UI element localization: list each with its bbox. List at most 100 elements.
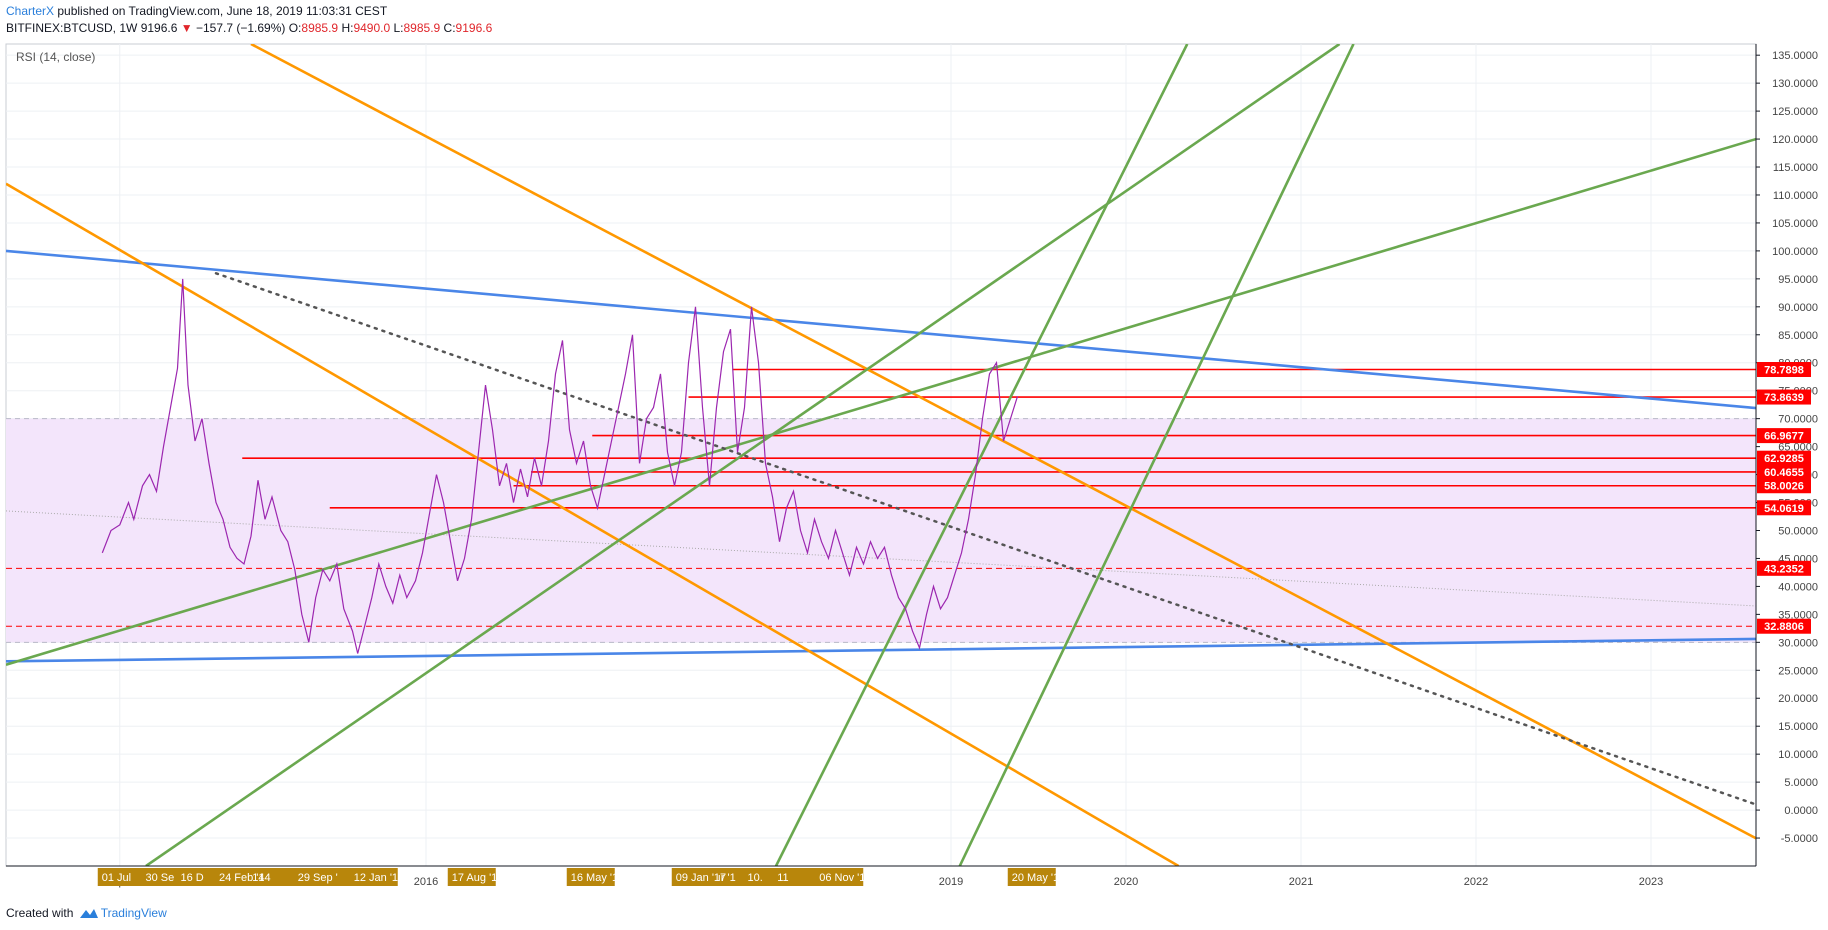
symbol-bar: BITFINEX:BTCUSD, 1W 9196.6 ▼ −157.7 (−1.…	[6, 21, 492, 35]
rsi-band	[6, 418, 1756, 643]
dotted-trend-line	[214, 272, 1756, 806]
level-price-tag-label: 62.9285	[1764, 453, 1804, 465]
date-tag-box	[97, 868, 398, 886]
level-price-tag	[1757, 362, 1811, 378]
open-label: O:	[288, 21, 302, 35]
green-trend-line	[774, 44, 1189, 866]
price-axis-label: 120.0000	[1772, 134, 1818, 146]
price-axis-label: 20.0000	[1778, 693, 1818, 705]
price-axis-label: 50.0000	[1778, 525, 1818, 537]
time-axis-label: 2016	[414, 876, 438, 888]
time-axis-label: 2022	[1464, 876, 1488, 888]
rsi-chart[interactable]: RSI (14, close) 135.0000 130.0000 125.0000 1…	[0, 0, 1828, 900]
date-tag-label: 09 Jan '17	[676, 872, 726, 884]
level-price-tag-label: 43.2352	[1764, 563, 1804, 575]
date-tag-label: 11	[777, 872, 788, 884]
mean-line	[6, 510, 1756, 607]
date-tag-label: 10.	[748, 872, 763, 884]
author-link[interactable]: CharterX	[6, 4, 55, 18]
price-axis-label: 105.0000	[1772, 218, 1818, 230]
price-axis-label: 100.0000	[1772, 246, 1818, 258]
level-price-tag-label: 60.4655	[1764, 467, 1804, 479]
date-tag-box	[566, 868, 615, 886]
date-tag-label: 30 Se	[146, 872, 175, 884]
level-price-tag-label: 66.9677	[1764, 431, 1804, 443]
low-value: 8985.9	[403, 21, 441, 35]
blue-trend-line	[6, 637, 1756, 663]
price-axis-label: 85.0000	[1778, 330, 1818, 342]
price-axis-label: 35.0000	[1778, 609, 1818, 621]
level-price-tag	[1757, 428, 1811, 444]
level-price-tag-label: 54.0619	[1764, 503, 1804, 515]
high-value: 9490.0	[353, 21, 391, 35]
date-tag-box	[447, 868, 496, 886]
price-axis-label: 15.0000	[1778, 721, 1818, 733]
date-tag-label: 20 May '19	[1012, 872, 1065, 884]
close-value: 9196.6	[455, 21, 493, 35]
date-tag-label: 06 Nov '17	[819, 872, 871, 884]
orange-trend-line	[6, 182, 1180, 866]
high-label: H:	[341, 21, 354, 35]
close-label: C:	[443, 21, 456, 35]
last-price: 9196.6	[140, 21, 178, 35]
date-tag-box	[671, 868, 864, 886]
drawings	[6, 44, 1756, 866]
price-axis-label: 135.0000	[1772, 50, 1818, 62]
level-price-tag-label: 73.8639	[1764, 392, 1804, 404]
footer: Created with TradingView	[6, 906, 167, 920]
date-tag-label: 01 Jul	[102, 872, 131, 884]
level-price-tag	[1757, 618, 1811, 634]
level-price-tag-label: 32.8806	[1764, 621, 1804, 633]
date-tag-label: 29 Sep '	[298, 872, 338, 884]
price-axis-label: 90.0000	[1778, 302, 1818, 314]
time-axis-label: 2021	[1289, 876, 1313, 888]
green-trend-line	[145, 44, 1341, 866]
price-axis-label: 70.0000	[1778, 414, 1818, 426]
level-price-tag	[1757, 500, 1811, 516]
publish-info: CharterX published on TradingView.com, J…	[6, 4, 387, 18]
level-price-tag	[1757, 478, 1811, 494]
low-label: L:	[393, 21, 404, 35]
green-trend-line	[6, 137, 1756, 666]
price-axis-label: 95.0000	[1778, 274, 1818, 286]
price-axis-label: 30.0000	[1778, 637, 1818, 649]
date-tag-label: 16 D	[181, 872, 204, 884]
date-tag-label: 14	[252, 872, 264, 884]
time-axis-label: 2023	[1639, 876, 1663, 888]
level-price-tag	[1757, 389, 1811, 405]
price-change: −157.7 (−1.69%)	[195, 21, 286, 35]
level-price-tag	[1757, 450, 1811, 466]
down-arrow-icon: ▼	[180, 21, 193, 35]
level-price-tag-label: 78.7898	[1764, 365, 1804, 377]
price-axis-label: -5.0000	[1781, 833, 1818, 845]
time-axis-label: 2020	[1114, 876, 1138, 888]
date-tag-box	[1007, 868, 1056, 886]
level-price-tag-label: 58.0026	[1764, 481, 1804, 493]
date-tag-label: 24 Feb '14	[219, 872, 271, 884]
symbol-name: BITFINEX:BTCUSD, 1W	[6, 21, 138, 35]
green-trend-line	[958, 44, 1355, 866]
price-axis-label: 125.0000	[1772, 106, 1818, 118]
tradingview-logo-icon	[79, 909, 98, 918]
level-price-tag	[1757, 464, 1811, 480]
price-axis-label: 65.0000	[1778, 442, 1818, 454]
publish-text: published on TradingView.com, June 18, 2…	[54, 4, 388, 18]
price-axis-label: 25.0000	[1778, 665, 1818, 677]
date-tag-label: ır '1	[718, 872, 736, 884]
date-tag-label: 16 May '16	[571, 872, 624, 884]
price-axis-label: 130.0000	[1772, 78, 1818, 90]
created-with-text: Created with	[6, 906, 74, 920]
price-axis-label: 5.0000	[1784, 777, 1818, 789]
price-axis-label: 40.0000	[1778, 581, 1818, 593]
price-axis-label: 0.0000	[1784, 805, 1818, 817]
tradingview-link[interactable]: TradingView	[100, 906, 167, 920]
orange-trend-line	[250, 44, 1756, 840]
blue-trend-line	[6, 249, 1756, 410]
price-axis-label: 115.0000	[1773, 162, 1818, 174]
pane-label: RSI (14, close)	[16, 50, 95, 64]
open-value: 8985.9	[301, 21, 339, 35]
level-price-tag	[1757, 560, 1811, 576]
price-axis-label: 10.0000	[1778, 749, 1818, 761]
rsi-series-line	[101, 278, 1019, 654]
time-axis-label: 2019	[939, 876, 963, 888]
